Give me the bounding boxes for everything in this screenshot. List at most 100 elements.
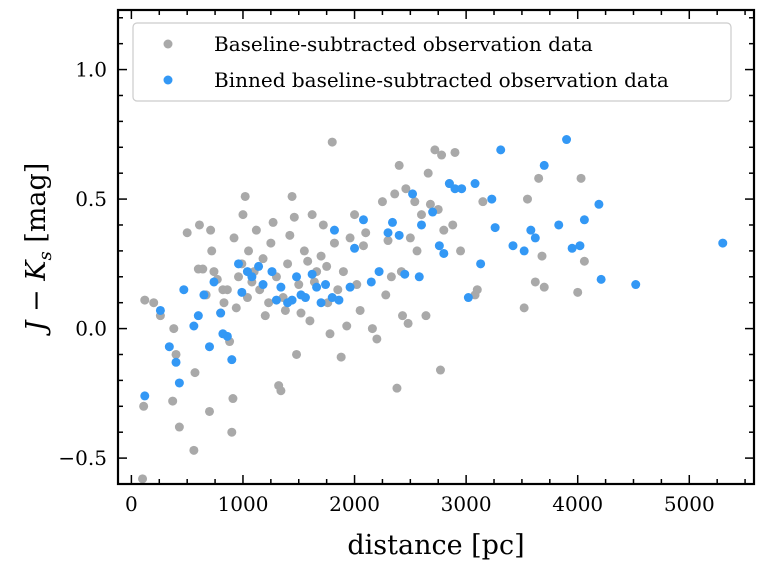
baseline-point-99 <box>425 199 435 209</box>
baseline-point-13 <box>194 220 204 230</box>
baseline-point-78 <box>358 241 368 251</box>
baseline-point-38 <box>251 225 261 235</box>
binned-point-53 <box>457 184 467 194</box>
baseline-point-97 <box>421 311 431 321</box>
baseline-point-75 <box>350 210 360 220</box>
binned-point-6 <box>189 321 199 331</box>
baseline-point-16 <box>204 406 214 416</box>
y-tick-label: 0.5 <box>75 187 107 211</box>
binned-point-35 <box>334 295 344 305</box>
binned-point-47 <box>416 220 426 230</box>
binned-point-40 <box>374 267 384 277</box>
baseline-point-85 <box>386 272 396 282</box>
baseline-point-96 <box>416 210 426 220</box>
binned-point-41 <box>383 228 393 238</box>
baseline-point-90 <box>398 311 408 321</box>
baseline-point-72 <box>338 267 348 277</box>
binned-point-44 <box>400 269 410 279</box>
baseline-point-91 <box>401 184 411 194</box>
baseline-point-42 <box>264 298 274 308</box>
binned-point-7 <box>193 311 203 321</box>
baseline-point-93 <box>405 233 415 243</box>
baseline-point-108 <box>456 246 466 256</box>
points-layer <box>138 135 728 484</box>
binned-point-2 <box>164 342 174 352</box>
baseline-point-88 <box>394 160 404 170</box>
baseline-point-106 <box>448 220 458 230</box>
x-axis-label: distance [pc] <box>347 530 524 561</box>
baseline-point-63 <box>316 251 326 261</box>
baseline-point-65 <box>322 261 332 271</box>
binned-point-60 <box>508 241 518 251</box>
baseline-point-52 <box>287 191 297 201</box>
binned-point-10 <box>209 277 219 287</box>
binned-point-67 <box>567 243 577 253</box>
baseline-point-29 <box>231 303 241 313</box>
baseline-point-60 <box>307 210 317 220</box>
baseline-point-41 <box>260 311 270 321</box>
baseline-point-53 <box>289 212 299 222</box>
baseline-point-14 <box>198 264 208 274</box>
baseline-point-40 <box>258 254 268 264</box>
baseline-point-110 <box>472 285 482 295</box>
baseline-point-58 <box>303 256 313 266</box>
binned-point-39 <box>366 277 376 287</box>
baseline-point-55 <box>294 280 304 290</box>
binned-point-63 <box>530 233 540 243</box>
baseline-point-73 <box>342 321 352 331</box>
binned-point-15 <box>234 259 244 269</box>
baseline-point-1 <box>139 401 149 411</box>
plot-frame <box>116 8 756 486</box>
legend: Baseline-subtracted observation data Bin… <box>132 22 732 102</box>
y-axis-label-sub: s <box>35 251 56 260</box>
binned-point-65 <box>554 220 564 230</box>
baseline-point-68 <box>327 137 337 147</box>
binned-point-13 <box>222 331 232 341</box>
binned-point-9 <box>204 342 214 352</box>
baseline-point-23 <box>219 298 229 308</box>
baseline-point-11 <box>190 368 200 378</box>
baseline-point-117 <box>539 282 549 292</box>
baseline-point-44 <box>268 217 278 227</box>
baseline-point-6 <box>169 324 179 334</box>
binned-point-42 <box>387 217 397 227</box>
binned-point-4 <box>174 378 184 388</box>
baseline-point-81 <box>372 334 382 344</box>
baseline-point-98 <box>423 168 433 178</box>
baseline-point-67 <box>325 329 335 339</box>
binned-point-50 <box>439 248 449 258</box>
binned-point-72 <box>631 280 641 290</box>
baseline-point-92 <box>403 318 413 328</box>
binned-point-46 <box>414 272 424 282</box>
binned-point-14 <box>227 355 237 365</box>
baseline-point-95 <box>412 246 422 256</box>
binned-point-57 <box>487 194 497 204</box>
ticks-layer: 0 1000 2000 3000 4000 5000 −0.5 0.0 0.5 1.0 <box>58 10 754 516</box>
baseline-point-59 <box>305 316 315 326</box>
binned-point-62 <box>526 225 536 235</box>
binned-point-61 <box>519 246 529 256</box>
y-axis-label-unit: [mag] <box>21 163 52 252</box>
baseline-point-118 <box>573 287 583 297</box>
legend-marker-baseline <box>163 39 173 49</box>
binned-point-68 <box>575 241 585 251</box>
binned-point-23 <box>276 282 286 292</box>
baseline-point-28 <box>229 233 239 243</box>
binned-point-18 <box>247 272 257 282</box>
baseline-point-50 <box>283 259 293 269</box>
baseline-point-120 <box>579 256 589 266</box>
binned-point-16 <box>237 287 247 297</box>
baseline-point-43 <box>266 238 276 248</box>
baseline-point-57 <box>299 246 309 256</box>
binned-point-58 <box>490 223 500 233</box>
baseline-point-32 <box>238 210 248 220</box>
legend-label-baseline: Baseline-subtracted observation data <box>214 32 593 56</box>
baseline-point-5 <box>168 396 178 406</box>
y-tick-label: 0.0 <box>75 317 107 341</box>
baseline-point-19 <box>209 267 219 277</box>
baseline-point-103 <box>437 150 447 160</box>
x-tick-label: 5000 <box>664 492 715 516</box>
binned-point-69 <box>579 215 589 225</box>
baseline-point-3 <box>149 298 159 308</box>
baseline-point-0 <box>138 474 148 484</box>
